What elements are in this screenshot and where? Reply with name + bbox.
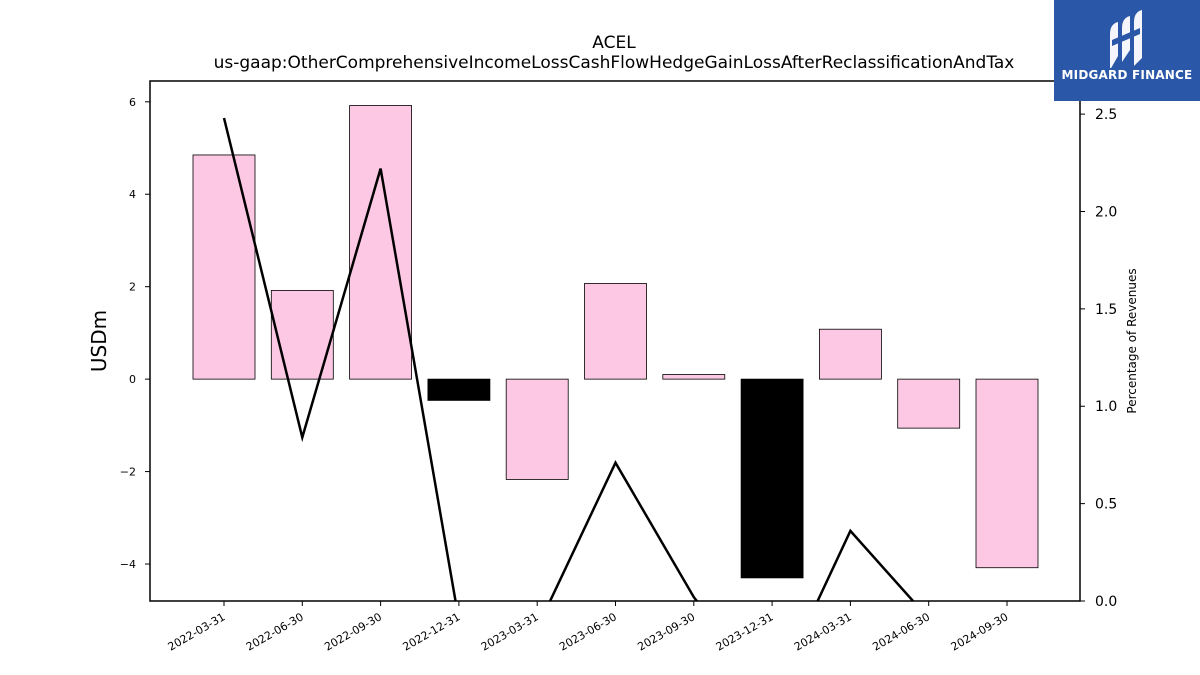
y-tick-label: 0: [129, 373, 136, 386]
x-tick-label: 2023-12-31: [714, 610, 776, 653]
x-tick-label: 2023-06-30: [557, 610, 619, 653]
y-tick-label: 6: [129, 96, 136, 109]
x-tick-label: 2024-06-30: [870, 610, 932, 653]
y2-tick-label: 0.0: [1095, 594, 1117, 610]
x-tick-label: 2023-03-31: [479, 610, 541, 653]
y-tick-label: 2: [129, 281, 136, 294]
y2-axis-label: Percentage of Revenues: [1125, 268, 1139, 413]
x-tick-label: 2022-03-31: [166, 610, 228, 653]
bar-2022-12-31: [427, 378, 491, 401]
y2-tick-label: 2.5: [1095, 107, 1117, 123]
x-tick-label: 2024-09-30: [949, 610, 1011, 653]
bar-2023-03-31: [505, 378, 569, 480]
y-tick-label: −4: [120, 558, 136, 571]
midgard-finance-logo: MIDGARD FINANCE: [1054, 0, 1200, 101]
midgard-logo-icon: [1110, 10, 1142, 68]
series-line-percentage-of-revenues: [222, 117, 915, 601]
y2-tick-label: 1.5: [1095, 302, 1117, 318]
chart-subtitle: us-gaap:OtherComprehensiveIncomeLossCash…: [214, 53, 1015, 73]
x-tick-label: 2022-09-30: [322, 610, 384, 653]
bar-2023-06-30: [584, 283, 647, 380]
bar-2023-09-30: [662, 374, 726, 380]
y2-tick-label: 1.0: [1095, 399, 1117, 415]
bar-2024-06-30: [897, 378, 961, 429]
bar-2022-03-31: [192, 154, 256, 380]
y2-tick-label: 0.5: [1095, 497, 1117, 513]
bar-2024-09-30: [975, 378, 1039, 569]
y-tick-label: 4: [129, 188, 136, 201]
y2-tick-label: 2.0: [1095, 204, 1117, 220]
x-tick-label: 2024-03-31: [792, 610, 854, 653]
x-tick-label: 2022-12-31: [401, 610, 463, 653]
x-tick-label: 2023-09-30: [635, 610, 697, 653]
chart-title: ACEL: [592, 33, 636, 53]
y-axis-label: USDm: [87, 310, 111, 372]
bar-2024-03-31: [819, 328, 882, 380]
y-tick-label: −2: [120, 466, 136, 479]
logo-text: MIDGARD FINANCE: [1061, 68, 1193, 82]
bar-2023-12-31: [740, 378, 804, 579]
x-tick-label: 2022-06-30: [244, 610, 306, 653]
